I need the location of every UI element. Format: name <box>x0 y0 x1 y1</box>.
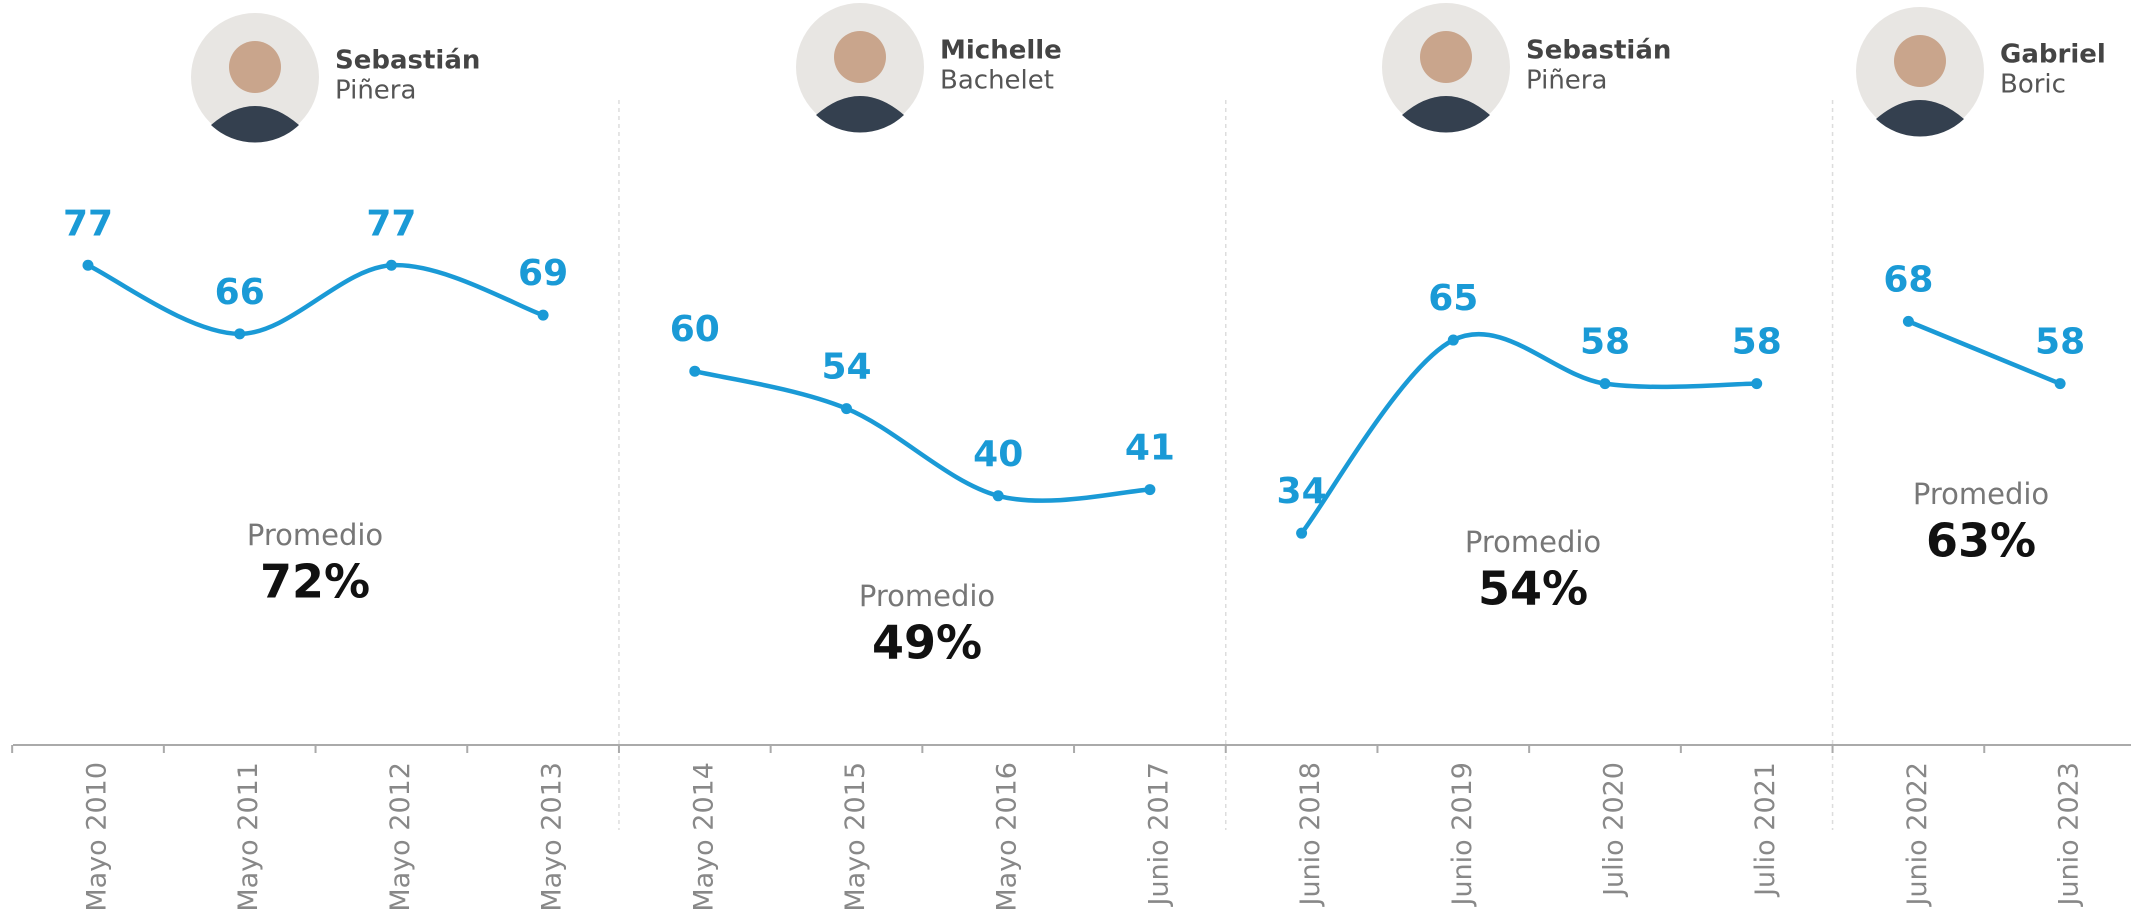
point <box>841 403 852 415</box>
person-first-name: Michelle <box>940 36 1062 66</box>
point <box>234 328 246 340</box>
x-tick-label: Mayo 2013 <box>537 762 568 912</box>
x-tick-label: Junio 2017 <box>1143 762 1174 908</box>
x-tick-label: Mayo 2014 <box>688 762 719 912</box>
x-tick-label: Junio 2022 <box>1902 762 1933 908</box>
portrait-body <box>1876 100 1964 137</box>
point <box>992 490 1004 502</box>
x-tick-label: Junio 2023 <box>2054 762 2085 908</box>
average-caption: Promedio <box>1913 477 2049 511</box>
average-value: 72% <box>260 555 370 609</box>
person-last-name: Piñera <box>1526 66 1607 96</box>
portrait-body <box>1402 96 1490 133</box>
x-tick-label: Julio 2020 <box>1599 762 1630 898</box>
data-label: 65 <box>1428 278 1478 319</box>
data-label: 58 <box>1732 322 1782 363</box>
data-label: 77 <box>63 203 113 244</box>
person-last-name: Boric <box>2000 70 2066 100</box>
line <box>87 263 544 337</box>
data-label: 58 <box>1580 322 1630 363</box>
data-label: 66 <box>215 272 265 313</box>
point <box>1902 315 1914 327</box>
point <box>1599 378 1611 390</box>
x-tick-label: Mayo 2010 <box>82 762 113 912</box>
data-label: 60 <box>670 309 720 350</box>
x-tick-label: Mayo 2015 <box>840 762 871 912</box>
data-label: 40 <box>973 434 1023 475</box>
person-first-name: Sebastián <box>1526 36 1671 66</box>
point <box>82 259 94 271</box>
person-last-name: Bachelet <box>940 66 1054 96</box>
x-tick-label: Mayo 2012 <box>385 762 416 912</box>
point <box>1447 334 1459 346</box>
point <box>537 309 549 321</box>
line <box>694 369 1151 503</box>
x-tick-label: Junio 2018 <box>1295 762 1326 908</box>
average-caption: Promedio <box>1465 525 1601 559</box>
x-tick-label: Mayo 2016 <box>992 762 1023 912</box>
average-value: 63% <box>1926 514 2036 568</box>
data-label: 68 <box>1883 259 1933 300</box>
average-value: 49% <box>872 616 982 670</box>
average-caption: Promedio <box>247 518 383 552</box>
point <box>1751 378 1763 390</box>
point <box>1296 527 1308 539</box>
average-caption: Promedio <box>859 579 995 613</box>
data-label: 58 <box>2035 322 2085 363</box>
portrait-head <box>834 31 886 83</box>
data-label: 41 <box>1125 428 1175 469</box>
x-tick-label: Mayo 2011 <box>233 762 264 912</box>
line <box>1907 319 2061 386</box>
portrait-head <box>1894 35 1946 87</box>
portrait-head <box>229 41 281 93</box>
portrait-body <box>211 106 299 143</box>
point <box>1144 484 1156 496</box>
point <box>385 259 397 271</box>
x-tick-label: Julio 2021 <box>1750 762 1781 898</box>
line <box>1299 331 1757 535</box>
data-label: 54 <box>821 347 871 388</box>
data-label: 34 <box>1277 471 1327 512</box>
person-first-name: Gabriel <box>2000 40 2106 70</box>
point <box>689 365 701 377</box>
person-last-name: Piñera <box>335 76 416 106</box>
x-tick-label: Junio 2019 <box>1447 762 1478 908</box>
portrait-head <box>1420 31 1472 83</box>
person-first-name: Sebastián <box>335 46 480 76</box>
data-label: 77 <box>366 203 416 244</box>
average-value: 54% <box>1478 562 1588 616</box>
point <box>2054 378 2066 390</box>
portrait-body <box>816 96 904 133</box>
data-label: 69 <box>518 253 568 294</box>
